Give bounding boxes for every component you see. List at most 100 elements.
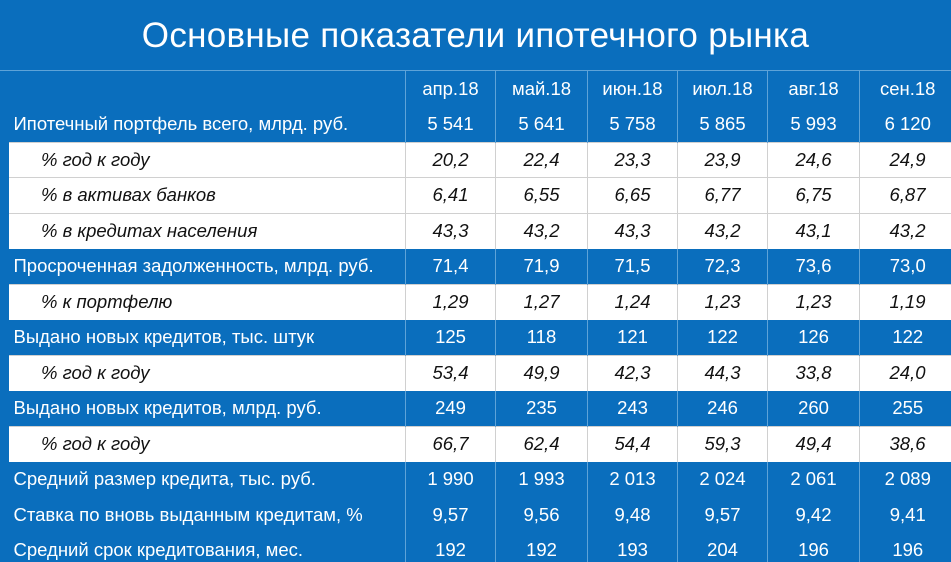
value-cell: 6 120	[859, 106, 951, 142]
column-header: сен.18	[859, 71, 951, 107]
column-header: авг.18	[767, 71, 860, 107]
title-divider	[0, 70, 951, 71]
value-cell: 43,2	[859, 212, 951, 249]
value-cell: 2 024	[677, 461, 768, 497]
value-cell: 260	[767, 390, 860, 426]
value-cell: 6,41	[405, 177, 496, 213]
value-cell: 5 641	[495, 106, 588, 142]
value-cell: 9,48	[587, 497, 678, 533]
value-cell: 2 089	[859, 461, 951, 497]
row-label: % год к году	[0, 354, 406, 391]
table-subrow: % год к году 53,4 49,9 42,3 44,3 33,8 24,0	[0, 354, 951, 391]
value-cell: 59,3	[677, 425, 768, 462]
value-cell: 5 541	[405, 106, 496, 142]
value-cell: 9,57	[677, 497, 768, 533]
value-cell: 6,77	[677, 177, 768, 213]
value-cell: 43,2	[495, 212, 588, 249]
value-cell: 43,3	[587, 212, 678, 249]
table-subrow: % в кредитах населения 43,3 43,2 43,3 43,2 43…	[0, 212, 951, 249]
value-cell: 246	[677, 390, 768, 426]
value-cell: 1,23	[677, 283, 768, 320]
value-cell: 2 013	[587, 461, 678, 497]
page-title: Основные показатели ипотечного рынка	[141, 16, 810, 55]
value-cell: 73,0	[859, 248, 951, 284]
value-cell: 53,4	[405, 354, 496, 391]
row-label: Просроченная задолженность, млрд. руб.	[13, 255, 374, 276]
row-label: % год к году	[0, 425, 406, 462]
row-label: % год к году	[0, 141, 406, 178]
value-cell: 196	[767, 532, 860, 562]
value-cell: 1,19	[859, 283, 951, 320]
value-cell: 54,4	[587, 425, 678, 462]
table-subrow: % год к году 66,7 62,4 54,4 59,3 49,4 38,6	[0, 425, 951, 462]
table-row: Выдано новых кредитов, млрд. руб. 249 235 2…	[5, 390, 951, 426]
value-cell: 24,0	[859, 354, 951, 391]
value-cell: 43,3	[405, 212, 496, 249]
value-cell: 122	[859, 319, 951, 355]
value-cell: 72,3	[677, 248, 768, 284]
value-cell: 196	[859, 532, 951, 562]
column-header: июн.18	[587, 71, 678, 107]
mortgage-indicators-table: апр.18 май.18 июн.18 июл.18 авг.18 сен.1…	[0, 71, 951, 562]
value-cell: 192	[495, 532, 588, 562]
value-cell: 125	[405, 319, 496, 355]
value-cell: 9,57	[405, 497, 496, 533]
row-label: % в кредитах населения	[0, 212, 406, 249]
value-cell: 38,6	[859, 425, 951, 462]
value-cell: 49,9	[495, 354, 588, 391]
value-cell: 6,55	[495, 177, 588, 213]
value-cell: 43,2	[677, 212, 768, 249]
column-header: май.18	[495, 71, 588, 107]
value-cell: 1,24	[587, 283, 678, 320]
table-body: Ипотечный портфель всего, млрд. руб. 5 54…	[0, 106, 951, 562]
table-row: Ипотечный портфель всего, млрд. руб. 5 54…	[5, 106, 951, 142]
table-row: Выдано новых кредитов, тыс. штук 125 118 12…	[5, 319, 951, 355]
row-label: % к портфелю	[0, 283, 406, 320]
value-cell: 20,2	[405, 141, 496, 178]
value-cell: 118	[495, 319, 588, 355]
value-cell: 24,6	[767, 141, 860, 178]
row-label: Ставка по вновь выданным кредитам, %	[13, 503, 363, 525]
value-cell: 49,4	[767, 425, 860, 462]
row-label: Выдано новых кредитов, тыс. штук	[13, 326, 315, 347]
value-cell: 1 993	[495, 461, 588, 497]
table-row: Средний срок кредитования, мес. 192 192 193…	[5, 532, 951, 562]
value-cell: 126	[767, 319, 860, 355]
value-cell: 23,9	[677, 141, 768, 178]
value-cell: 249	[405, 390, 496, 426]
value-cell: 235	[495, 390, 588, 426]
value-cell: 42,3	[587, 354, 678, 391]
value-cell: 122	[677, 319, 768, 355]
value-cell: 2 061	[767, 461, 860, 497]
table-subrow: % в активах банков 6,41 6,55 6,65 6,77 6,75 6,…	[0, 177, 951, 213]
value-cell: 243	[587, 390, 678, 426]
value-cell: 33,8	[767, 354, 860, 391]
value-cell: 71,4	[405, 248, 496, 284]
value-cell: 24,9	[859, 141, 951, 178]
value-cell: 6,87	[859, 177, 951, 213]
value-cell: 9,42	[767, 497, 860, 533]
table-header-row: апр.18 май.18 июн.18 июл.18 авг.18 сен.1…	[5, 71, 951, 107]
value-cell: 71,5	[587, 248, 678, 284]
value-cell: 5 993	[767, 106, 860, 142]
row-label: Средний срок кредитования, мес.	[13, 539, 304, 561]
row-label: % в активах банков	[0, 177, 406, 213]
value-cell: 23,3	[587, 141, 678, 178]
value-cell: 1 990	[405, 461, 496, 497]
value-cell: 192	[405, 532, 496, 562]
column-header: апр.18	[405, 71, 496, 107]
value-cell: 1,23	[767, 283, 860, 320]
column-header: июл.18	[677, 71, 768, 107]
table-row: Ставка по вновь выданным кредитам, % 9,57…	[5, 497, 951, 533]
table-row: Средний размер кредита, тыс. руб. 1 990 1 …	[5, 461, 951, 497]
value-cell: 255	[859, 390, 951, 426]
row-label: Ипотечный портфель всего, млрд. руб.	[13, 113, 349, 134]
value-cell: 73,6	[767, 248, 860, 284]
value-cell: 22,4	[495, 141, 588, 178]
value-cell: 5 758	[587, 106, 678, 142]
table-subrow: % к портфелю 1,29 1,27 1,24 1,23 1,23 1,19	[0, 283, 951, 320]
value-cell: 6,75	[767, 177, 860, 213]
value-cell: 6,65	[587, 177, 678, 213]
value-cell: 9,56	[495, 497, 588, 533]
row-label: Средний размер кредита, тыс. руб.	[13, 468, 316, 490]
